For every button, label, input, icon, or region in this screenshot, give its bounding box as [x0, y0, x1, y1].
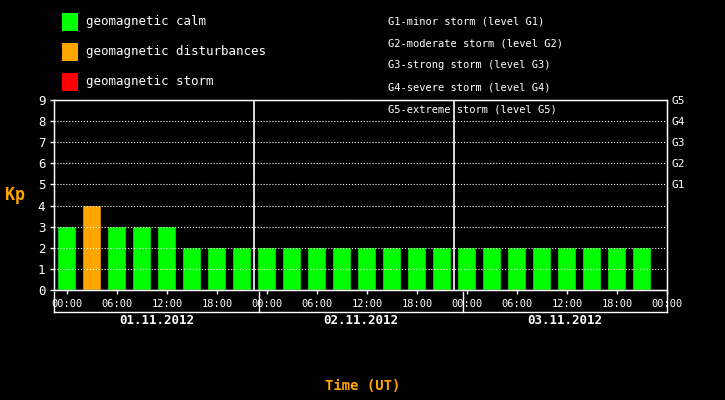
Bar [608, 248, 626, 290]
Bar [558, 248, 576, 290]
Text: G1-minor storm (level G1): G1-minor storm (level G1) [388, 16, 544, 26]
Bar [383, 248, 402, 290]
Bar [507, 248, 526, 290]
Text: G2-moderate storm (level G2): G2-moderate storm (level G2) [388, 38, 563, 48]
Text: G4-severe storm (level G4): G4-severe storm (level G4) [388, 82, 550, 92]
Text: 03.11.2012: 03.11.2012 [527, 314, 602, 326]
Text: 01.11.2012: 01.11.2012 [119, 314, 194, 326]
Bar [133, 227, 152, 290]
Text: geomagnetic disturbances: geomagnetic disturbances [86, 46, 266, 58]
Bar [233, 248, 252, 290]
Text: G3-strong storm (level G3): G3-strong storm (level G3) [388, 60, 550, 70]
Bar [533, 248, 551, 290]
Bar [307, 248, 326, 290]
Bar [583, 248, 601, 290]
Bar [633, 248, 651, 290]
Bar [183, 248, 202, 290]
Text: geomagnetic storm: geomagnetic storm [86, 76, 214, 88]
Bar [83, 206, 102, 290]
Bar [407, 248, 426, 290]
Text: Kp: Kp [4, 186, 25, 204]
Bar [457, 248, 476, 290]
Bar [283, 248, 302, 290]
Text: geomagnetic calm: geomagnetic calm [86, 16, 207, 28]
Bar [207, 248, 226, 290]
Bar [483, 248, 502, 290]
Bar [333, 248, 352, 290]
Bar [157, 227, 176, 290]
Text: Time (UT): Time (UT) [325, 379, 400, 393]
Bar [107, 227, 126, 290]
Bar [257, 248, 276, 290]
Bar [433, 248, 452, 290]
Bar [57, 227, 76, 290]
Text: G5-extreme storm (level G5): G5-extreme storm (level G5) [388, 104, 557, 114]
Bar [357, 248, 376, 290]
Text: 02.11.2012: 02.11.2012 [323, 314, 398, 326]
